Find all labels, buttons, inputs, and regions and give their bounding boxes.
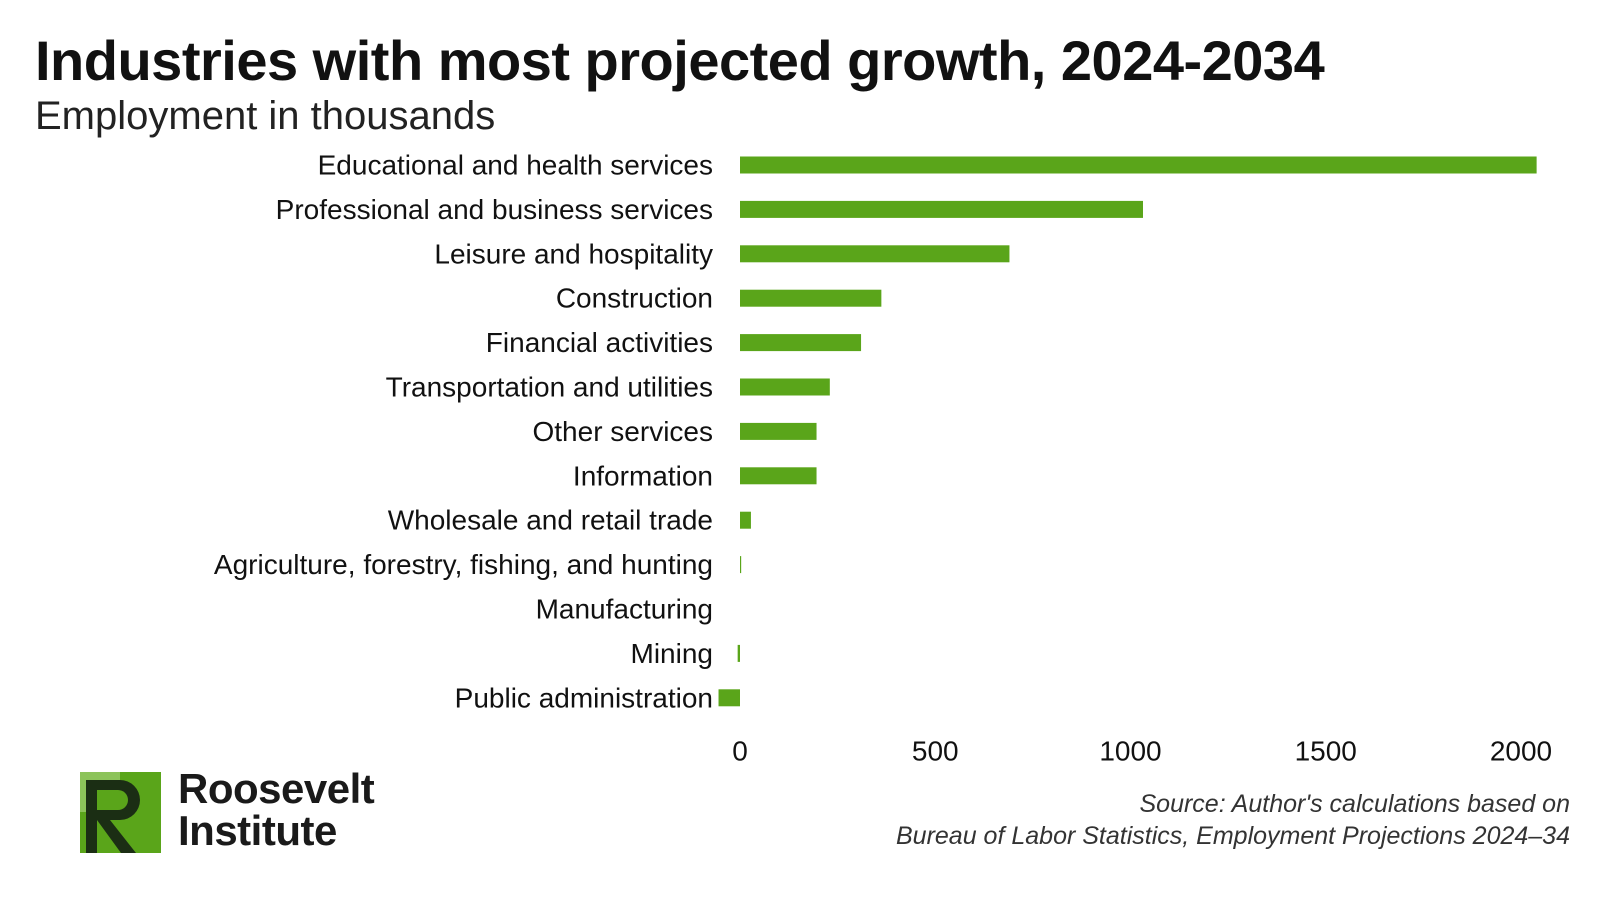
roosevelt-logo-icon <box>80 772 161 853</box>
x-tick-label: 0 <box>732 736 748 767</box>
bar <box>740 378 830 396</box>
logo-line-1: Roosevelt <box>178 765 375 812</box>
bar <box>718 689 740 707</box>
x-axis-tick-labels: 0 500 1000 1500 2000 <box>732 736 1552 767</box>
logo-line-2: Institute <box>178 807 337 854</box>
bar <box>740 422 817 440</box>
category-label: Information <box>573 460 713 491</box>
logo-wordmark: Roosevelt Institute <box>178 765 375 854</box>
category-label: Manufacturing <box>536 594 713 625</box>
category-label: Educational and health services <box>318 150 713 181</box>
category-label: Mining <box>631 638 713 669</box>
x-tick-label: 2000 <box>1490 736 1552 767</box>
source-line-2: Bureau of Labor Statistics, Employment P… <box>896 822 1570 850</box>
category-label: Transportation and utilities <box>386 372 713 403</box>
category-label: Agriculture, forestry, fishing, and hunt… <box>214 549 713 580</box>
category-label: Professional and business services <box>276 194 713 225</box>
bar <box>740 556 742 574</box>
category-labels: Educational and health services Professio… <box>214 150 713 714</box>
bar <box>737 644 740 662</box>
category-label: Financial activities <box>486 327 713 358</box>
roosevelt-institute-logo: Roosevelt Institute <box>80 768 420 856</box>
x-tick-label: 1500 <box>1295 736 1357 767</box>
bars <box>718 156 1537 707</box>
source-line-1: Source: Author's calculations based on <box>1139 790 1571 818</box>
category-label: Wholesale and retail trade <box>388 505 713 536</box>
bar <box>740 511 751 529</box>
x-tick-label: 1000 <box>1099 736 1161 767</box>
bar <box>740 200 1143 218</box>
category-label: Public administration <box>455 682 713 713</box>
bar <box>740 289 882 307</box>
x-tick-label: 500 <box>912 736 959 767</box>
chart-subtitle: Employment in thousands <box>35 94 496 138</box>
bar <box>740 156 1537 174</box>
category-label: Leisure and hospitality <box>434 238 713 269</box>
category-label: Other services <box>533 416 714 447</box>
category-label: Construction <box>556 283 713 314</box>
source-note: Source: Author's calculations based on B… <box>896 788 1570 852</box>
chart-title: Industries with most projected growth, 2… <box>35 29 1325 92</box>
bar <box>740 245 1010 263</box>
bar-chart: Educational and health services Professio… <box>214 150 1552 767</box>
bar <box>740 467 817 485</box>
bar <box>740 334 862 352</box>
